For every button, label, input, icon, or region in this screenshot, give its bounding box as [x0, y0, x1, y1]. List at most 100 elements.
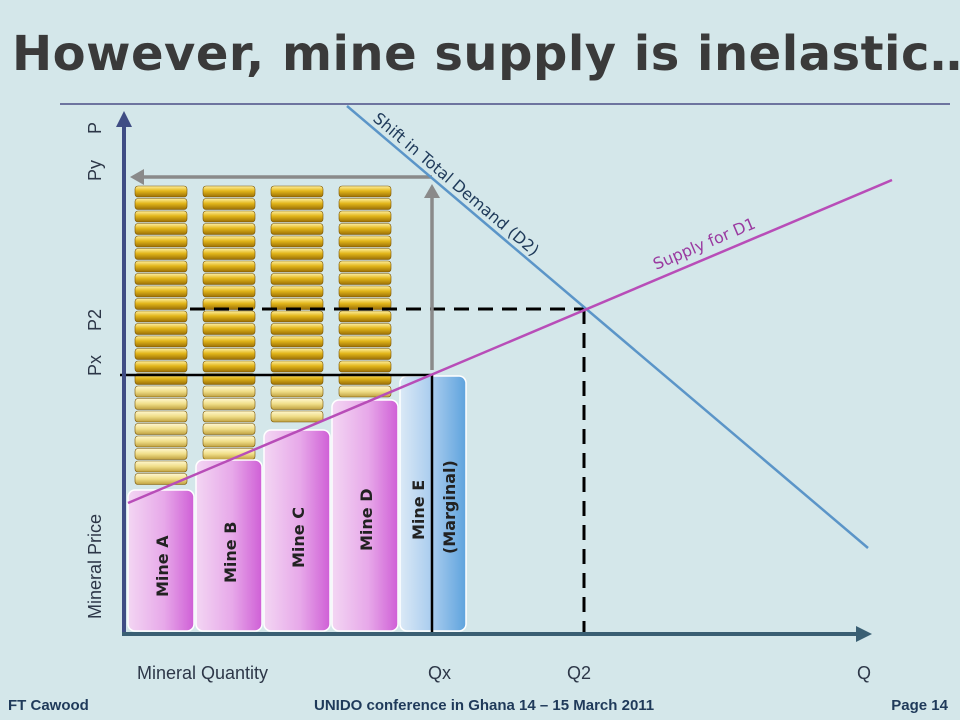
gold-ingot [134, 285, 188, 298]
gold-ingot [202, 248, 256, 260]
gold-ingot [338, 348, 392, 360]
gold-ingot [202, 310, 256, 323]
gold-ingot [270, 260, 324, 273]
gold-ingot [202, 285, 256, 298]
footer-page-number: Page 14 [891, 697, 948, 714]
price-rise-arrowhead [424, 184, 440, 198]
gold-ingot [134, 273, 188, 285]
gold-ingot [134, 335, 188, 348]
gold-ingot [270, 223, 324, 235]
gold-ingot [270, 310, 324, 323]
y-label-py: Py [85, 160, 105, 181]
gold-ingot [270, 335, 324, 348]
gold-ingot [134, 423, 188, 435]
gold-ingot [202, 273, 256, 285]
gold-ingot [134, 348, 188, 360]
gold-ingot [134, 360, 188, 373]
gold-ingot [202, 235, 256, 248]
gold-ingot [338, 273, 392, 285]
gold-ingot [338, 310, 392, 323]
gold-ingot [270, 185, 324, 198]
slide-title: However, mine supply is inelastic… [12, 26, 960, 82]
gold-ingot [134, 385, 188, 398]
footer-event: UNIDO conference in Ghana 14 – 15 March … [314, 697, 655, 714]
gold-ingot [202, 260, 256, 273]
x-axis-arrowhead [856, 626, 872, 642]
gold-ingot [270, 348, 324, 360]
mine-b-label: Mine B [221, 522, 240, 583]
mine-b-block: Mine B [195, 459, 263, 632]
mine-d-label: Mine D [357, 489, 376, 552]
gold-ingot [134, 235, 188, 248]
gold-ingot [202, 348, 256, 360]
footer-author: FT Cawood [8, 697, 89, 714]
mine-c-block: Mine C [263, 429, 331, 632]
x-label-q: Q [857, 663, 871, 683]
gold-ingot [134, 223, 188, 235]
gold-ingot [134, 473, 188, 485]
gold-ingot [270, 235, 324, 248]
gold-ingot [270, 360, 324, 373]
gold-ingot [270, 273, 324, 285]
gold-ingot [134, 410, 188, 423]
gold-ingot [134, 298, 188, 310]
gold-ingot [202, 198, 256, 210]
gold-ingot-stacks [134, 185, 392, 485]
gold-ingot [338, 260, 392, 273]
gold-ingot [202, 335, 256, 348]
gold-ingot [202, 223, 256, 235]
gold-ingot [338, 185, 392, 198]
mine-a-block: Mine A [127, 489, 195, 632]
y-label-p: P [85, 122, 105, 134]
gold-ingot [338, 248, 392, 260]
demand-curve-label: Shift in Total Demand (D2) [369, 109, 543, 260]
mine-a-label: Mine A [153, 535, 172, 597]
mine-e-label: Mine E [409, 480, 428, 540]
gold-ingot [202, 323, 256, 335]
mine-d-block: Mine D [331, 399, 399, 632]
gold-ingot [202, 410, 256, 423]
gold-ingot [134, 260, 188, 273]
gold-ingot [270, 410, 324, 423]
mine-e-marginal-label: (Marginal) [440, 460, 459, 554]
y-axis-arrowhead [116, 111, 132, 127]
gold-ingot [202, 448, 256, 460]
gold-ingot [270, 398, 324, 410]
x-label-q2: Q2 [567, 663, 591, 683]
gold-ingot [202, 210, 256, 223]
gold-ingot [202, 185, 256, 198]
gold-ingot [134, 460, 188, 473]
gold-ingot [338, 323, 392, 335]
gold-ingot [270, 248, 324, 260]
gold-ingot [134, 185, 188, 198]
gold-ingot [338, 223, 392, 235]
gold-ingot [202, 385, 256, 398]
gold-ingot [338, 210, 392, 223]
gold-ingot [338, 285, 392, 298]
py-arrowhead [130, 169, 144, 185]
gold-ingot [134, 248, 188, 260]
mine-c-label: Mine C [289, 507, 308, 568]
gold-ingot [338, 360, 392, 373]
gold-ingot [338, 198, 392, 210]
gold-ingot [134, 198, 188, 210]
gold-ingot [134, 210, 188, 223]
gold-ingot [202, 423, 256, 435]
gold-ingot [270, 385, 324, 398]
gold-ingot [338, 335, 392, 348]
x-label-qx: Qx [428, 663, 451, 683]
gold-ingot [202, 435, 256, 448]
gold-ingot [202, 398, 256, 410]
gold-ingot [270, 198, 324, 210]
gold-ingot [134, 435, 188, 448]
y-label-px: Px [85, 355, 105, 376]
supply-curve-d1 [127, 178, 893, 505]
gold-ingot [270, 285, 324, 298]
demand-curve-d2 [346, 105, 869, 549]
gold-ingot [134, 398, 188, 410]
x-axis-title: Mineral Quantity [137, 663, 268, 683]
gold-ingot [134, 310, 188, 323]
gold-ingot [270, 323, 324, 335]
y-label-p2: P2 [85, 309, 105, 331]
